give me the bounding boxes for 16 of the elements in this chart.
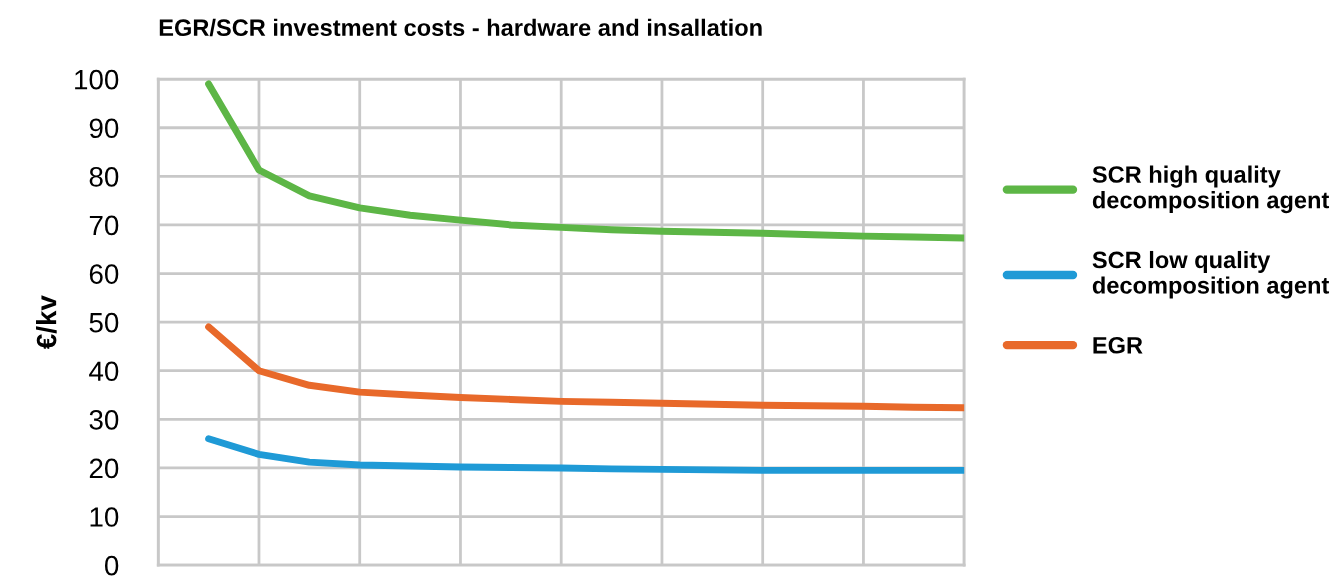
y-tick-label: 80 [89, 167, 119, 187]
y-tick-label: 100 [75, 69, 119, 90]
y-tick-label: 0 [104, 555, 119, 576]
y-tick-label: 90 [89, 118, 119, 139]
y-tick-label: 10 [90, 507, 119, 527]
legend-label: EGR [1093, 336, 1143, 354]
y-tick-label: 60 [89, 264, 119, 284]
y-tick-label: 50 [89, 312, 119, 333]
y-tick-label: 70 [89, 215, 119, 236]
legend-label: SCR high quality decomposition agent [1092, 165, 1330, 214]
legend-label: SCR low quality decomposition agent [1092, 250, 1330, 299]
y-tick-label: 30 [89, 410, 119, 430]
chart-title: EGR/SCR investment costs - hardware and insallation [159, 18, 762, 37]
y-axis-title: €/kv [36, 295, 57, 350]
y-tick-label: 40 [89, 361, 119, 382]
y-tick-label: 20 [89, 458, 119, 479]
